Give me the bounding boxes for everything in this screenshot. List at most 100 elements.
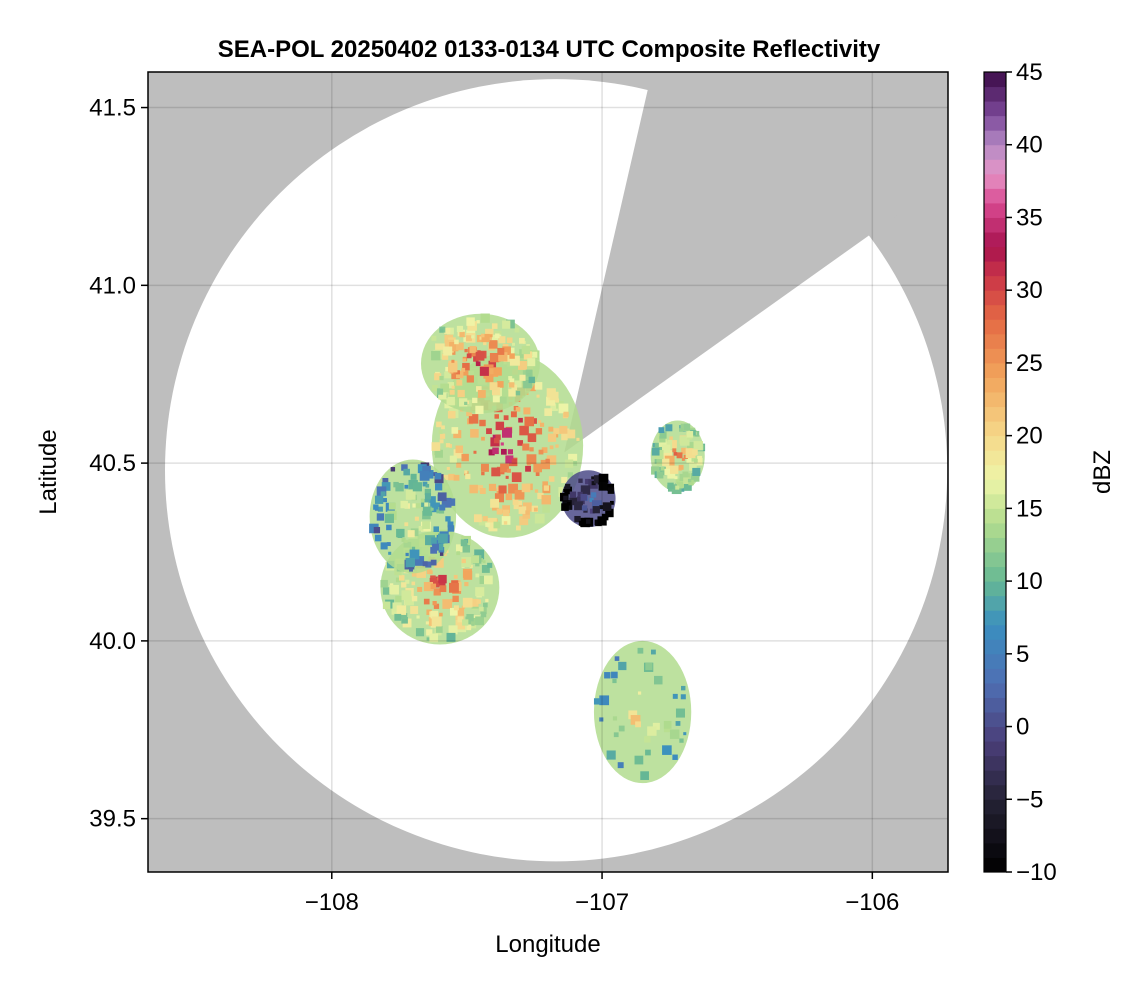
echo-pixel xyxy=(524,416,535,427)
echo-pixel xyxy=(485,328,494,338)
echo-pixel xyxy=(592,506,600,514)
colorbar-bin xyxy=(984,682,1006,698)
echo-pixel xyxy=(432,543,439,551)
echo-pixel xyxy=(498,485,507,494)
echo-pixel xyxy=(492,434,497,439)
echo-pixel xyxy=(475,587,485,597)
colorbar-bin xyxy=(984,435,1006,451)
colorbar-bin xyxy=(984,842,1006,858)
echo-pixel xyxy=(668,440,677,449)
echo-pixel xyxy=(683,423,691,430)
echo-pixel xyxy=(522,502,532,512)
echo-pixel xyxy=(453,574,458,579)
echo-pixel xyxy=(455,370,464,379)
echo-pixel xyxy=(462,545,471,553)
colorbar-bin xyxy=(984,493,1006,509)
echo-pixel xyxy=(446,327,454,335)
echo-pixel xyxy=(502,509,510,517)
echo-pixel xyxy=(438,533,448,544)
echo-pixel xyxy=(489,352,500,363)
echo-pixel xyxy=(394,567,402,576)
echo-pixel xyxy=(612,716,618,721)
colorbar-tick-label: 35 xyxy=(1016,204,1043,231)
echo-pixel xyxy=(447,382,455,389)
echo-pixel xyxy=(546,455,557,465)
echo-pixel xyxy=(477,485,483,491)
colorbar-bin xyxy=(984,362,1006,378)
chart-title: SEA-POL 20250402 0133-0134 UTC Composite… xyxy=(218,36,881,63)
echo-pixel xyxy=(589,497,594,502)
echo-pixel xyxy=(694,458,698,463)
echo-pixel xyxy=(679,428,683,432)
echo-pixel xyxy=(482,560,486,564)
echo-pixel xyxy=(488,522,498,532)
echo-pixel xyxy=(572,460,578,466)
echo-pixel xyxy=(456,551,461,556)
echo-pixel xyxy=(380,491,386,497)
echo-pixel xyxy=(439,375,444,381)
echo-pixel xyxy=(654,675,663,685)
echo-pixel xyxy=(511,472,522,483)
echo-pixel xyxy=(517,440,524,446)
echo-pixel xyxy=(561,433,568,441)
echo-pixel xyxy=(568,453,578,463)
colorbar-bin xyxy=(984,377,1006,393)
echo-pixel xyxy=(527,358,536,367)
colorbar-label: dBZ xyxy=(1089,450,1116,494)
echo-pixel xyxy=(430,502,440,513)
echo-pixel xyxy=(377,506,383,512)
echo-pixel xyxy=(476,599,481,604)
echo-pixel xyxy=(491,334,499,342)
echo-pixel xyxy=(536,394,540,398)
echo-pixel xyxy=(492,405,497,411)
echo-pixel xyxy=(525,510,530,515)
echo-pixel xyxy=(373,504,379,510)
echo-pixel xyxy=(475,562,480,567)
echo-pixel xyxy=(675,721,681,726)
echo-pixel xyxy=(376,513,385,521)
echo-pixel xyxy=(628,710,638,720)
echo-pixel xyxy=(662,450,673,461)
echo-pixel xyxy=(455,445,464,454)
echo-pixel xyxy=(404,522,409,527)
colorbar-bin xyxy=(984,159,1006,175)
plot-frame xyxy=(147,71,949,873)
y-tick-label: 41.0 xyxy=(89,272,136,299)
echo-pixel xyxy=(685,448,696,459)
echo-pixel xyxy=(386,542,391,547)
echo-pixel xyxy=(546,396,556,406)
echo-pixel xyxy=(451,385,455,389)
echo-pixel xyxy=(401,464,408,471)
echo-pixel xyxy=(453,449,463,459)
echo-pixel xyxy=(564,459,574,468)
echo-pixel xyxy=(424,502,429,507)
echo-pixel xyxy=(396,605,407,615)
echo-pixel xyxy=(411,546,416,551)
echo-pixel xyxy=(380,542,388,550)
echo-pixel xyxy=(549,445,554,450)
echo-pixel xyxy=(430,583,437,590)
echo-pixel xyxy=(475,351,485,361)
echo-pixel xyxy=(388,551,392,555)
echo-pixel xyxy=(411,595,418,602)
echo-pixel xyxy=(399,575,405,581)
echo-pixel xyxy=(503,521,508,525)
echo-pixel xyxy=(403,468,410,476)
echo-pixel xyxy=(431,384,439,392)
echo-pixel xyxy=(382,601,391,610)
echo-pixel xyxy=(510,411,517,418)
echo-pixel xyxy=(555,444,559,448)
echo-pixel xyxy=(472,397,478,404)
colorbar-bin xyxy=(984,639,1006,655)
echo-pixel xyxy=(662,439,673,450)
colorbar-bin xyxy=(984,333,1006,349)
echo-pixel xyxy=(483,341,487,346)
echo-pixel xyxy=(386,524,392,531)
y-axis: 39.5 40.0 40.5 41.0 41.5 xyxy=(89,95,148,833)
echo-pixel xyxy=(442,599,453,609)
echo-pixel xyxy=(509,382,515,388)
echo-pixel xyxy=(672,693,678,699)
x-tick-label: −107 xyxy=(575,889,629,916)
y-tick-label: 40.0 xyxy=(89,628,136,655)
